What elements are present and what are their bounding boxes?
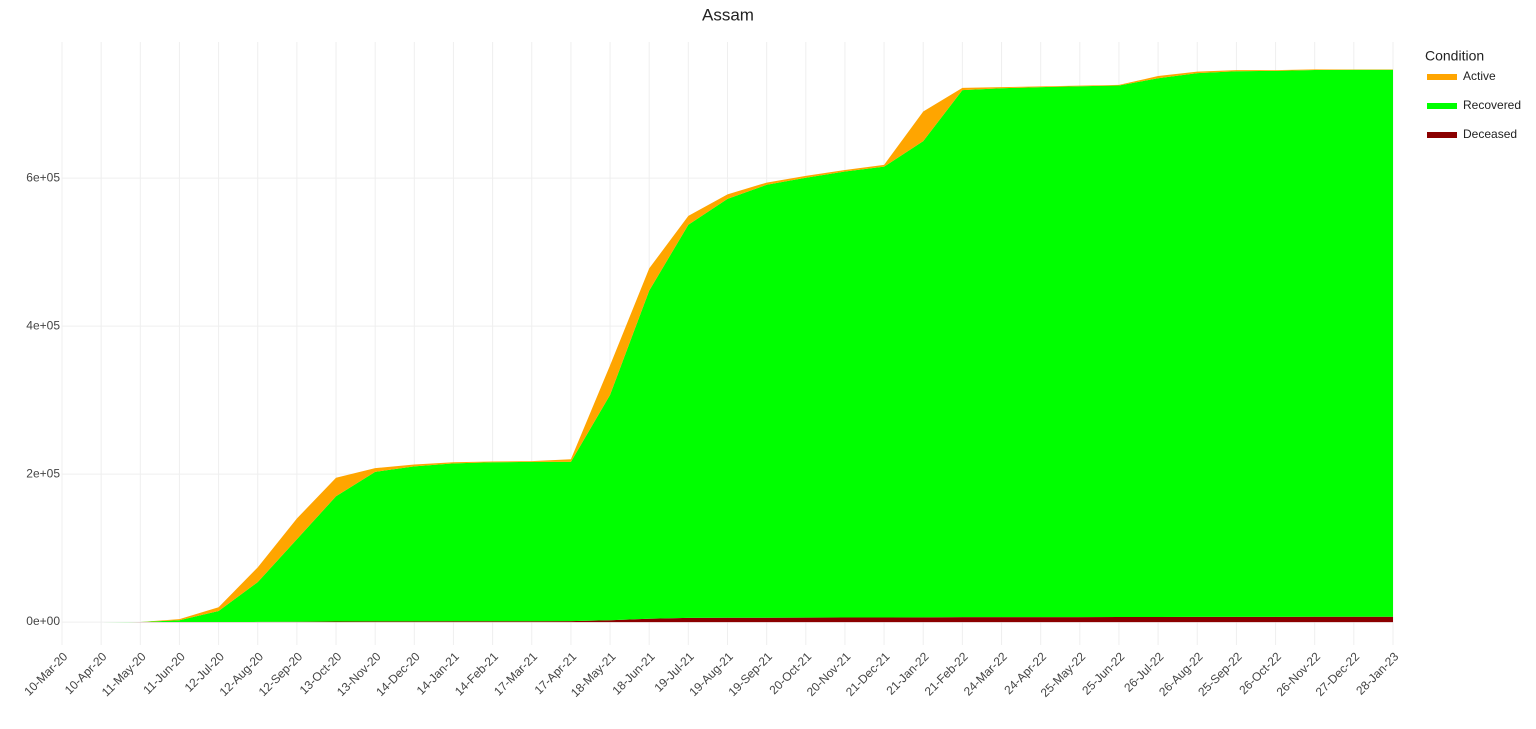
legend-swatch bbox=[1427, 74, 1457, 80]
x-tick-label: 17-Mar-21 bbox=[491, 649, 540, 698]
y-tick-label: 0e+00 bbox=[26, 614, 60, 628]
y-tick-label: 4e+05 bbox=[26, 318, 60, 332]
legend-label: Recovered bbox=[1463, 98, 1521, 112]
x-tick-label: 28-Jan-23 bbox=[1353, 649, 1401, 697]
legend-label: Deceased bbox=[1463, 127, 1517, 141]
legend-title: Condition bbox=[1425, 48, 1484, 64]
y-tick-label: 6e+05 bbox=[26, 170, 60, 184]
x-tick-label: 11-Jun-20 bbox=[140, 649, 188, 697]
chart-title: Assam bbox=[702, 5, 754, 24]
legend-swatch bbox=[1427, 103, 1457, 109]
x-tick-label: 10-Mar-20 bbox=[21, 649, 70, 698]
legend-label: Active bbox=[1463, 69, 1496, 83]
x-tick-label: 25-Jun-22 bbox=[1079, 649, 1127, 697]
legend-swatch bbox=[1427, 132, 1457, 138]
area bbox=[62, 616, 1393, 623]
area bbox=[62, 69, 1393, 623]
x-tick-label: 18-Jun-21 bbox=[609, 649, 657, 697]
x-tick-label: 24-Mar-22 bbox=[961, 649, 1010, 698]
y-tick-label: 2e+05 bbox=[26, 466, 60, 480]
